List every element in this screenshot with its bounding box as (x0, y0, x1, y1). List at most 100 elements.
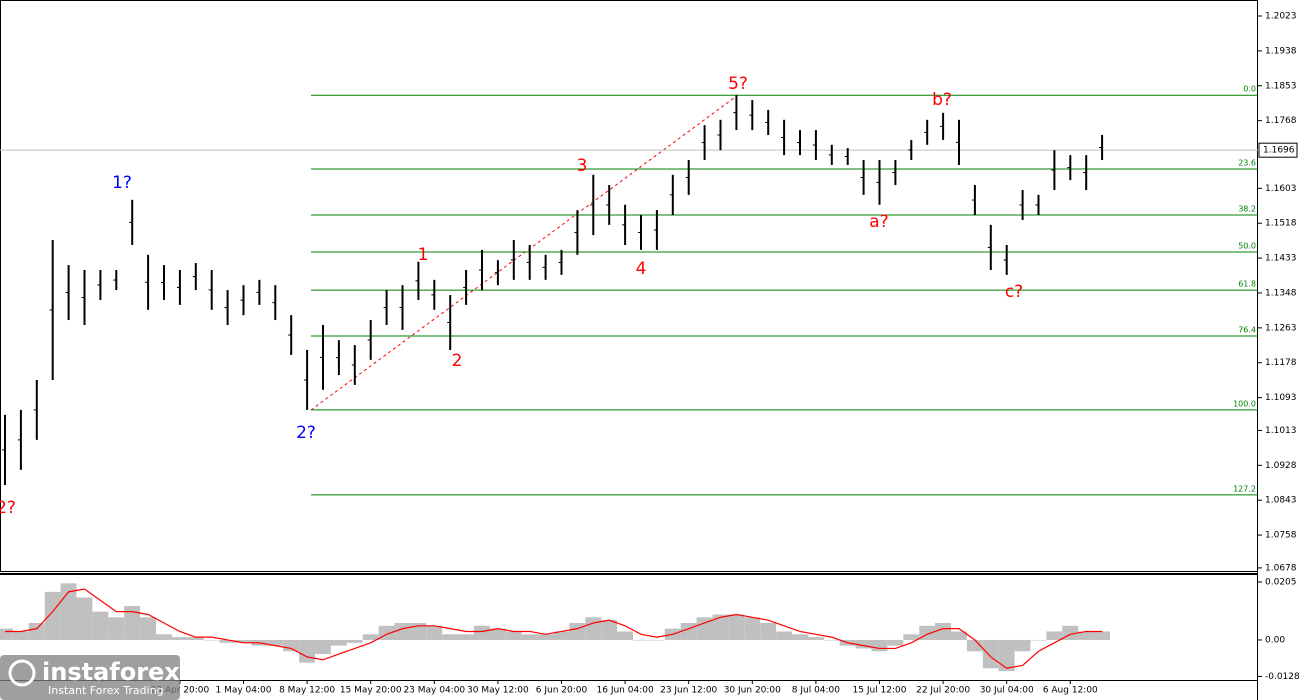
macd-bar (12, 631, 29, 640)
x-tick-label: 15 Jul 12:00 (853, 686, 907, 696)
x-tick-label: 8 Jul 04:00 (792, 686, 841, 696)
fib-label: 50.0 (1238, 241, 1256, 250)
macd-bar (966, 639, 983, 652)
y-tick-label: 1.1093 (1265, 393, 1297, 403)
wave-label: 1 (418, 245, 429, 265)
macd-bar (903, 634, 920, 640)
x-tick-label: 15 May 20:00 (340, 686, 402, 696)
x-tick-label: 30 Jul 04:00 (980, 686, 1034, 696)
macd-bar (696, 617, 713, 640)
fib-label: 100.0 (1233, 399, 1256, 408)
wave-trendline (310, 94, 739, 411)
y-tick-label: 1.1348 (1265, 288, 1297, 298)
macd-bar (203, 639, 220, 641)
y-tick-label: 0.0205 (1265, 577, 1297, 587)
macd-bar (601, 620, 618, 640)
macd-bar (633, 639, 649, 641)
macd-bar (489, 628, 506, 640)
x-tick-label: 30 May 12:00 (467, 686, 529, 696)
wave-label: 4 (636, 259, 647, 279)
wave-label: 3 (577, 156, 588, 176)
macd-bar (219, 639, 236, 643)
macd-bar (712, 614, 729, 640)
macd-bar (394, 622, 411, 640)
x-tick-label: 6 Aug 12:00 (1043, 686, 1098, 696)
macd-bar (998, 639, 1015, 672)
macd-bar (426, 625, 443, 640)
wave-label: b? (932, 90, 952, 110)
macd-bar (171, 637, 188, 640)
logo-box (0, 655, 180, 700)
macd-bar (744, 617, 761, 640)
macd-bar (807, 637, 824, 640)
macd-bar (823, 639, 840, 641)
y-tick-label: 0.00 (1265, 635, 1285, 645)
macd-bar (680, 622, 697, 640)
x-tick-label: 6 Jun 20:00 (536, 686, 588, 696)
wave-label: c? (1005, 282, 1023, 302)
wave-label: a? (869, 212, 888, 232)
logo-icon (8, 659, 36, 687)
macd-bar (1078, 631, 1095, 640)
x-tick-label: 22 Jul 20:00 (916, 686, 970, 696)
macd-bar (855, 639, 872, 649)
macd-bar (458, 634, 474, 640)
y-tick-label: 1.0928 (1265, 461, 1297, 471)
wave-label: 5? (728, 74, 748, 94)
macd-bar (648, 639, 665, 641)
last-price-label: 1.1696 (1263, 146, 1295, 156)
macd-bar (299, 639, 315, 663)
macd-bar (410, 622, 427, 640)
signal-line (5, 588, 1103, 669)
macd-bar (346, 639, 363, 643)
x-tick-label: 23 Jun 12:00 (660, 686, 717, 696)
y-tick-label: 1.1263 (1265, 323, 1297, 333)
macd-bar (521, 634, 538, 640)
macd-bar (776, 631, 792, 640)
macd-bar (187, 637, 204, 640)
x-tick-label: 23 May 04:00 (403, 686, 465, 696)
macd-bar (76, 597, 93, 640)
x-tick-label: 1 May 04:00 (216, 686, 272, 696)
macd-bar (267, 639, 284, 646)
fib-label: 38.2 (1238, 205, 1256, 214)
macd-bar (1094, 631, 1110, 640)
y-tick-label: 1.1518 (1265, 219, 1297, 229)
y-tick-label: 1.1433 (1265, 254, 1297, 264)
macd-bar (1046, 631, 1063, 640)
macd-bar (108, 617, 125, 640)
fib-label: 76.4 (1238, 326, 1256, 335)
macd-bar (442, 634, 459, 640)
macd-bar (474, 625, 490, 640)
wave-label: 1? (112, 173, 132, 193)
macd-bar (728, 614, 745, 640)
macd-bar (0, 628, 13, 640)
fib-label: 23.6 (1238, 159, 1256, 168)
fib-label: 61.8 (1238, 280, 1256, 289)
y-tick-label: 1.2023 (1265, 12, 1297, 22)
macd-bar (1014, 639, 1031, 652)
macd-bar (537, 634, 554, 640)
y-tick-label: 1.0758 (1265, 531, 1297, 541)
macd-bar (935, 622, 951, 640)
y-tick-label: 1.1013 (1265, 426, 1297, 436)
macd-bar (92, 611, 109, 640)
brand-name: instaforex (42, 658, 180, 686)
wave-label: 2 (452, 351, 463, 371)
macd-bar (585, 617, 602, 640)
macd-bar (569, 622, 586, 640)
y-tick-label: 1.1938 (1265, 46, 1297, 56)
macd-bar (982, 639, 999, 669)
wave-label: 2? (0, 498, 16, 518)
macd-bar (124, 606, 141, 640)
brand-tagline: Instant Forex Trading (48, 684, 164, 697)
macd-bar (951, 631, 967, 640)
x-tick-label: 23 Apr 20:00 (151, 686, 210, 696)
wave-label: 2? (296, 423, 316, 443)
y-tick-label: 1.1603 (1265, 184, 1297, 194)
y-tick-label: 1.0678 (1265, 563, 1297, 573)
macd-bar (330, 639, 347, 646)
macd-bar (235, 639, 252, 643)
